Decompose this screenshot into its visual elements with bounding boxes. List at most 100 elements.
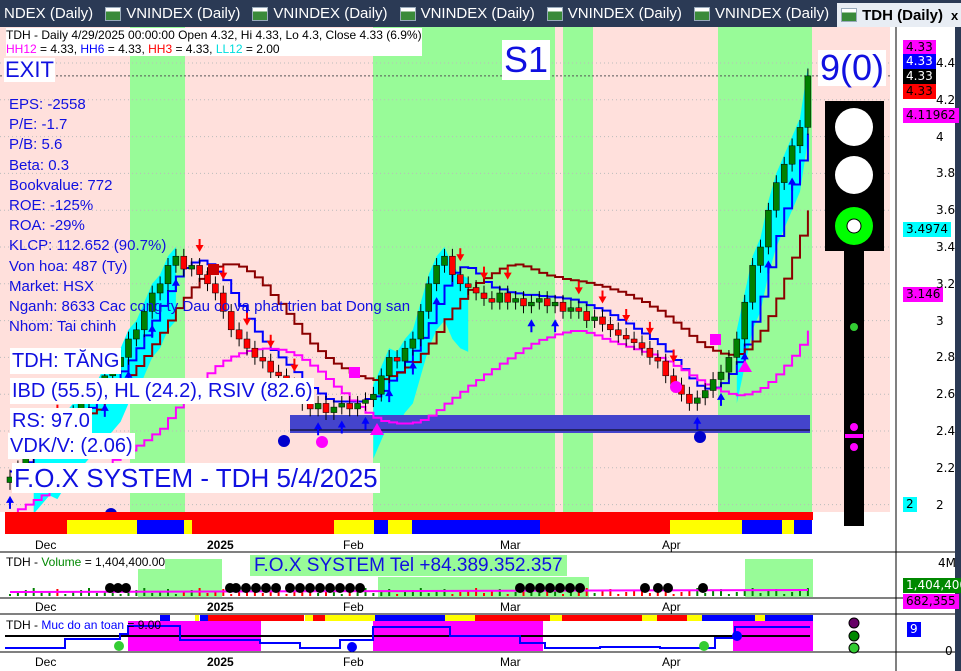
safety-strip [657,615,687,621]
safety-strip [642,615,657,621]
safety-line [5,625,810,649]
sell-arrow-icon [480,266,488,280]
chart-icon [105,6,122,21]
sell-arrow-icon [243,312,251,326]
fundamental-item: ROE: -125% [9,196,94,214]
buy-arrow-icon [171,278,180,292]
y-tick-label: 3.4 [936,240,956,254]
trend-strip [670,520,742,534]
rs-status: RS: 97.0 [10,408,92,434]
status-dot [850,323,858,331]
fundamental-item: Market: HSX [9,277,95,295]
volume-dot [285,583,295,593]
fundamental-item: Von hoa: 487 (Ty) [9,257,128,275]
sell-arrow-icon [669,349,678,363]
candle [188,265,195,270]
close-tab-icon[interactable]: x [950,7,959,23]
volume-dot [105,583,115,593]
candle [741,301,748,340]
tab-label: VNINDEX (Daily) [714,5,830,22]
candle [607,324,614,331]
volume-avg-label: 682,355 [903,594,959,609]
tab-0[interactable]: NDEX (Daily) [0,0,101,27]
candle [796,127,804,147]
safety-strip [562,615,642,621]
tab-label: VNINDEX (Daily) [420,5,535,22]
x-tick-label: Apr [662,538,681,552]
y-tick-label: 2.4 [936,424,956,438]
marker-triangle [370,423,384,435]
volume-dot [555,583,565,593]
candle [717,371,725,380]
candle [227,311,235,331]
signal-1-icon [694,431,706,443]
volume-dot [261,583,271,593]
ma-magenta [10,329,809,515]
safety-strip [550,615,562,621]
candle [156,283,164,294]
candle [133,329,140,340]
sell-arrow-icon [290,358,299,372]
tab-4[interactable]: VNINDEX (Daily) [543,0,690,27]
volume-title-prefix: TDH - [6,555,42,569]
tab-6[interactable]: TDH (Daily) x [837,3,961,27]
tab-5[interactable]: VNINDEX (Daily) [690,0,837,27]
safety-strip [755,615,765,621]
y-tick-label: 4.4 [936,56,956,70]
candle [686,393,693,404]
volume-dot [575,583,585,593]
candle [504,292,511,303]
candle [409,338,417,349]
hh-readout: HH12 = 4.33, HH6 = 4.33, HH3 = 4.33, LL1… [6,42,422,56]
candle [401,347,409,362]
safety-strip [313,615,325,621]
candle [449,255,456,275]
sell-arrow-icon [645,321,654,335]
ll12-label: LL12 [215,42,243,56]
sell-arrow-icon [503,266,512,280]
candle [480,292,488,299]
tab-3[interactable]: VNINDEX (Daily) [396,0,543,27]
hh3-value: = 4.33, [172,42,216,56]
volume-dot [271,583,281,593]
ohlc-readout: TDH - Daily 4/29/2025 00:00:00 Open 4.32… [6,28,422,42]
candle [275,371,282,377]
marker-square [710,334,721,345]
ll12-value: = 2.00 [242,42,280,56]
fundamental-item: P/B: 5.6 [9,136,63,154]
volume-dot [325,583,335,593]
hh12-value: = 4.33, [36,42,81,56]
trend-status: TDH: TĂNG [10,348,122,374]
sell-arrow-icon [574,281,583,295]
volume-dot [698,583,708,593]
candle [212,283,219,294]
hh6-value: = 4.33, [104,42,149,56]
green-zone [745,559,813,597]
candle [583,311,590,321]
candle [472,287,480,294]
safety-strip [475,615,550,621]
candle [804,75,812,128]
candle [441,255,448,266]
tab-1[interactable]: VNINDEX (Daily) [101,0,248,27]
x-tick-label: 2025 [207,538,234,552]
candle [148,292,156,312]
tab-2[interactable]: VNINDEX (Daily) [248,0,395,27]
volume-dot [355,583,365,593]
y-tick-label: 3.6 [936,203,956,218]
volume-dot [335,583,345,593]
fundamental-item: Beta: 0.3 [9,156,70,174]
safety-strip [687,615,702,621]
x-tick-label: Mar [500,600,521,614]
marker-dot [670,381,682,393]
candle [694,397,701,404]
candle [567,307,575,312]
light-red-off [835,108,873,146]
price-label: 4.33 [903,40,936,55]
volume-dot [515,583,525,593]
trend-strip [540,520,670,534]
safety-strip [305,615,313,621]
candle [536,298,543,303]
chart-icon [546,6,563,21]
